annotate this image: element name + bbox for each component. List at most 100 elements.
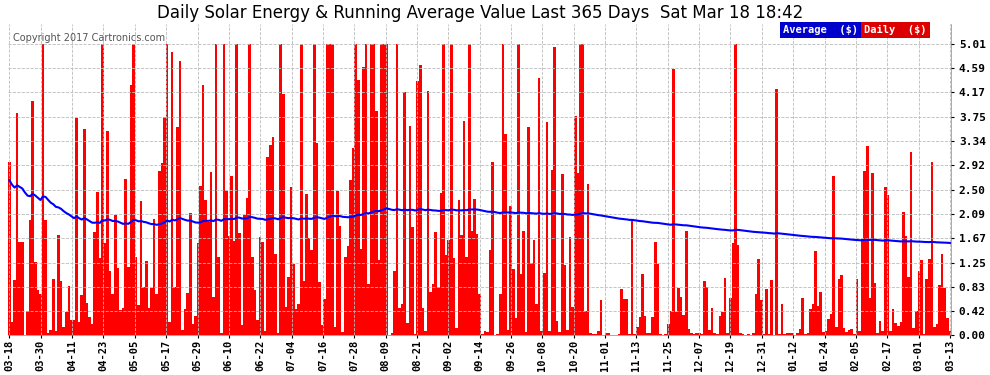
Bar [920, 260, 923, 335]
Bar [339, 226, 342, 335]
Bar [757, 259, 760, 335]
Bar [648, 333, 651, 335]
Bar [605, 333, 608, 335]
Bar [54, 332, 57, 335]
Bar [879, 321, 881, 335]
Bar [523, 231, 525, 335]
Bar [783, 334, 786, 335]
Bar [218, 257, 220, 335]
Bar [75, 118, 78, 335]
Bar [863, 171, 866, 335]
Bar [517, 44, 520, 335]
Bar [184, 309, 186, 335]
Bar [158, 171, 160, 335]
Bar [724, 278, 727, 335]
Bar [367, 284, 370, 335]
Bar [943, 288, 946, 335]
Bar [574, 117, 576, 335]
Text: Average  ($): Average ($) [783, 25, 858, 35]
Bar [744, 334, 747, 335]
Bar [344, 257, 346, 335]
Bar [93, 232, 96, 335]
Bar [742, 334, 744, 335]
Bar [907, 277, 910, 335]
Bar [934, 327, 936, 335]
Bar [62, 327, 65, 335]
Bar [455, 328, 457, 335]
Bar [695, 333, 698, 335]
Bar [592, 334, 595, 335]
Bar [78, 322, 80, 335]
Bar [913, 328, 915, 335]
Bar [318, 282, 321, 335]
Bar [146, 261, 148, 335]
Bar [939, 285, 940, 335]
Bar [675, 312, 677, 335]
Bar [143, 287, 146, 335]
Bar [828, 319, 830, 335]
Bar [178, 61, 181, 335]
Bar [807, 333, 809, 335]
Bar [165, 44, 168, 335]
Bar [199, 186, 202, 335]
Bar [762, 334, 765, 335]
Bar [520, 274, 523, 335]
Bar [486, 332, 489, 335]
Bar [749, 334, 752, 335]
Bar [380, 44, 383, 335]
Bar [152, 219, 155, 335]
Bar [940, 254, 943, 335]
Bar [533, 240, 536, 335]
Bar [711, 308, 714, 335]
Bar [765, 289, 768, 335]
Bar [468, 44, 470, 335]
Bar [282, 94, 284, 335]
Bar [799, 329, 801, 335]
Bar [189, 213, 191, 335]
Bar [266, 157, 269, 335]
Bar [845, 332, 847, 335]
Bar [910, 152, 913, 335]
Bar [842, 328, 845, 335]
Bar [223, 44, 225, 335]
Bar [791, 333, 794, 335]
Bar [631, 221, 634, 335]
Bar [629, 334, 631, 335]
Bar [125, 178, 127, 335]
Bar [729, 298, 732, 335]
Bar [788, 333, 791, 335]
Bar [349, 180, 351, 335]
Bar [659, 334, 661, 335]
Bar [398, 308, 401, 335]
Bar [489, 249, 491, 335]
Bar [915, 311, 918, 335]
Bar [324, 299, 326, 335]
Bar [383, 44, 385, 335]
Bar [155, 294, 158, 335]
Bar [866, 146, 868, 335]
Bar [372, 44, 375, 335]
Bar [171, 53, 173, 335]
Bar [894, 323, 897, 335]
Bar [176, 127, 178, 335]
Bar [34, 262, 37, 335]
Bar [768, 334, 770, 335]
Bar [693, 334, 695, 335]
Bar [422, 308, 424, 335]
Bar [555, 321, 558, 335]
Bar [626, 299, 629, 335]
Bar [292, 264, 295, 335]
Bar [926, 279, 928, 335]
Bar [538, 78, 541, 335]
Bar [148, 308, 150, 335]
Bar [465, 256, 468, 335]
Bar [430, 292, 432, 335]
Bar [205, 200, 207, 335]
Bar [29, 220, 32, 335]
Bar [820, 292, 822, 335]
Bar [88, 317, 91, 335]
Bar [449, 44, 452, 335]
Bar [928, 260, 931, 335]
Bar [732, 243, 735, 335]
Bar [752, 333, 754, 335]
